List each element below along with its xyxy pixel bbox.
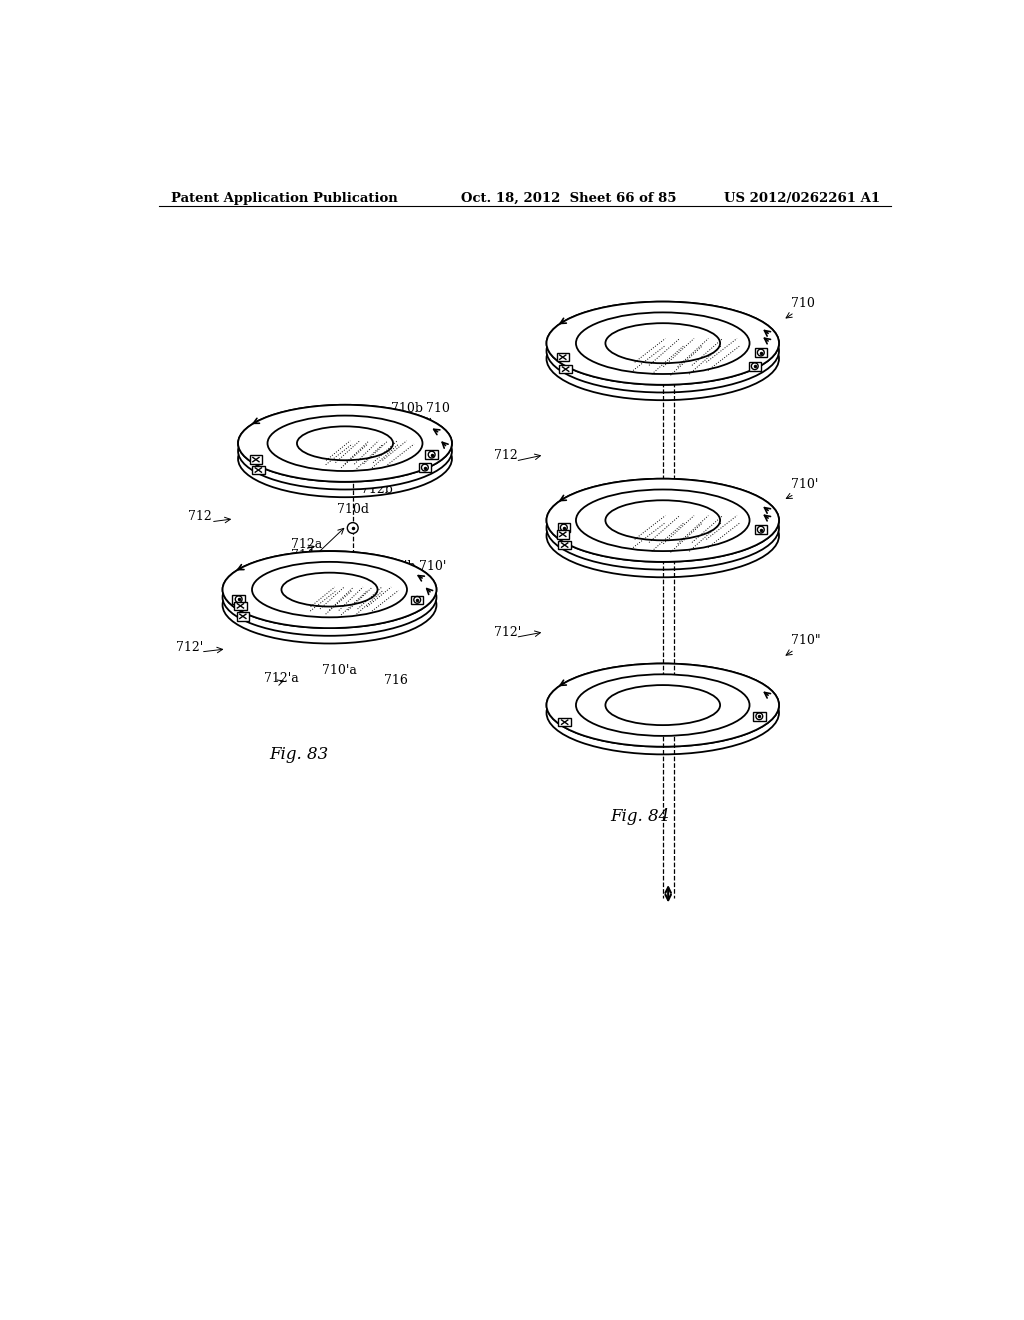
Text: 710'a: 710'a: [322, 664, 356, 677]
Ellipse shape: [252, 562, 407, 618]
Ellipse shape: [267, 416, 423, 471]
Text: 710': 710': [419, 561, 446, 573]
FancyBboxPatch shape: [557, 529, 569, 539]
FancyBboxPatch shape: [558, 718, 571, 726]
Circle shape: [347, 523, 358, 533]
Ellipse shape: [547, 309, 779, 392]
Ellipse shape: [547, 671, 779, 755]
Text: Fig. 83: Fig. 83: [269, 746, 328, 763]
Ellipse shape: [238, 405, 452, 482]
Ellipse shape: [547, 302, 779, 385]
FancyBboxPatch shape: [755, 348, 767, 356]
Text: Oct. 18, 2012  Sheet 66 of 85: Oct. 18, 2012 Sheet 66 of 85: [461, 191, 677, 205]
Text: 710": 710": [791, 634, 820, 647]
Text: 710'b: 710'b: [380, 561, 416, 573]
Text: 712': 712': [494, 626, 521, 639]
Text: 712a: 712a: [291, 539, 322, 550]
Text: 710: 710: [791, 297, 814, 310]
Text: 710d: 710d: [337, 503, 370, 516]
Ellipse shape: [547, 479, 779, 562]
Ellipse shape: [238, 420, 452, 498]
Ellipse shape: [282, 573, 378, 607]
Text: 710': 710': [791, 478, 818, 491]
Ellipse shape: [547, 664, 779, 747]
Ellipse shape: [547, 479, 779, 562]
FancyBboxPatch shape: [425, 450, 438, 459]
Ellipse shape: [547, 317, 779, 400]
Ellipse shape: [575, 490, 750, 552]
Ellipse shape: [547, 486, 779, 570]
Text: 712': 712': [176, 642, 204, 655]
Text: 710: 710: [426, 403, 451, 416]
FancyBboxPatch shape: [250, 455, 262, 463]
FancyBboxPatch shape: [237, 612, 249, 620]
FancyBboxPatch shape: [234, 602, 247, 610]
Text: 712b: 712b: [360, 483, 392, 496]
FancyBboxPatch shape: [753, 711, 766, 721]
Text: 714: 714: [291, 549, 314, 562]
FancyBboxPatch shape: [411, 595, 423, 605]
Ellipse shape: [547, 664, 779, 747]
Ellipse shape: [238, 405, 452, 482]
Ellipse shape: [222, 552, 436, 628]
FancyBboxPatch shape: [755, 525, 767, 535]
Ellipse shape: [605, 500, 720, 540]
Ellipse shape: [222, 558, 436, 636]
Ellipse shape: [547, 494, 779, 577]
Ellipse shape: [238, 412, 452, 490]
Ellipse shape: [222, 552, 436, 628]
FancyBboxPatch shape: [558, 541, 571, 549]
FancyBboxPatch shape: [557, 352, 569, 362]
Ellipse shape: [575, 675, 750, 737]
Text: Fig. 84: Fig. 84: [610, 808, 669, 825]
FancyBboxPatch shape: [232, 595, 245, 603]
Ellipse shape: [605, 323, 720, 363]
Text: US 2012/0262261 A1: US 2012/0262261 A1: [724, 191, 880, 205]
FancyBboxPatch shape: [558, 523, 570, 532]
Text: 716: 716: [360, 471, 384, 484]
Text: 712'a: 712'a: [263, 672, 298, 685]
FancyBboxPatch shape: [749, 362, 761, 371]
Text: 712: 712: [494, 449, 517, 462]
Ellipse shape: [297, 426, 393, 461]
FancyBboxPatch shape: [252, 466, 264, 474]
Text: 712: 712: [187, 511, 211, 523]
Ellipse shape: [605, 685, 720, 725]
Text: Patent Application Publication: Patent Application Publication: [171, 191, 397, 205]
Ellipse shape: [575, 313, 750, 374]
FancyBboxPatch shape: [559, 364, 571, 374]
Text: 710b: 710b: [391, 403, 424, 416]
Ellipse shape: [222, 566, 436, 644]
Text: 716: 716: [384, 675, 408, 688]
FancyBboxPatch shape: [419, 463, 431, 471]
Ellipse shape: [547, 302, 779, 385]
